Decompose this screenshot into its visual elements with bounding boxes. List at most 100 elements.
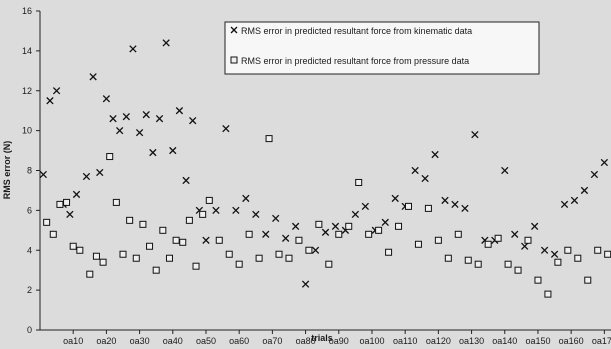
- data-point-kinematic: [381, 218, 389, 226]
- y-tick-label: 6: [27, 205, 32, 215]
- data-point-kinematic: [162, 39, 170, 47]
- y-tick-label: 12: [22, 86, 32, 96]
- y-tick-label: 8: [27, 166, 32, 176]
- data-point-kinematic: [102, 95, 111, 103]
- series-kinematic: [39, 39, 609, 288]
- data-point-kinematic: [169, 146, 177, 155]
- legend-label-pressure: RMS error in predicted resultant force f…: [241, 56, 469, 66]
- x-tick-label: oa90: [329, 336, 349, 344]
- y-tick-label: 16: [22, 6, 32, 16]
- data-point-pressure: [245, 230, 253, 238]
- data-point-kinematic: [222, 124, 230, 133]
- data-point-kinematic: [431, 150, 439, 159]
- x-tick-label: oa70: [262, 336, 282, 344]
- legend-box: [224, 21, 540, 75]
- data-point-pressure: [225, 250, 233, 258]
- data-point-kinematic: [142, 111, 150, 119]
- data-point-kinematic: [331, 222, 340, 230]
- data-point-pressure: [325, 260, 333, 268]
- data-point-pressure: [159, 226, 167, 234]
- data-point-pressure: [56, 200, 64, 208]
- data-point-pressure: [395, 222, 403, 230]
- y-tick-label: 10: [22, 126, 32, 136]
- data-point-pressure: [63, 198, 71, 206]
- data-point-pressure: [152, 266, 160, 274]
- data-point-kinematic: [272, 214, 280, 223]
- data-point-pressure: [544, 290, 552, 298]
- data-point-kinematic: [116, 126, 124, 135]
- data-point-kinematic: [540, 246, 549, 254]
- x-ticks: oa10 oa20 oa30 oa40 oa50 oa60 oa70 oa80 oa90 oa10…: [63, 330, 611, 346]
- x-tick-label: oa140: [492, 336, 517, 344]
- y-axis-title: RMS error (N): [2, 141, 12, 200]
- data-point-pressure: [92, 252, 100, 260]
- x-tick-label: oa160: [559, 336, 584, 344]
- data-point-pressure: [564, 246, 572, 254]
- data-point-kinematic: [135, 128, 144, 137]
- data-point-pressure: [139, 220, 147, 228]
- data-point-kinematic: [52, 87, 61, 95]
- x-tick-label: oa120: [426, 336, 451, 344]
- x-tick-label: oa50: [196, 336, 216, 344]
- data-point-kinematic: [471, 130, 479, 139]
- data-point-kinematic: [89, 73, 97, 81]
- x-tick-label: oa40: [163, 336, 183, 344]
- data-point-pressure: [554, 258, 562, 266]
- data-point-pressure: [205, 196, 213, 204]
- data-point-pressure: [172, 236, 180, 244]
- x-tick-label: oa100: [359, 336, 384, 344]
- data-point-kinematic: [441, 196, 449, 205]
- data-point-pressure: [69, 242, 77, 250]
- data-point-kinematic: [96, 168, 104, 177]
- data-point-pressure: [235, 260, 243, 268]
- x-axis-title: trials: [311, 333, 333, 343]
- data-point-kinematic: [262, 230, 270, 238]
- x-tick-label: oa60: [229, 336, 249, 344]
- data-point-kinematic: [149, 148, 157, 157]
- data-point-pressure: [86, 270, 94, 278]
- x-tick-label: oa30: [130, 336, 150, 344]
- data-point-pressure: [215, 236, 223, 244]
- data-point-pressure: [275, 250, 283, 258]
- x-tick-label: oa20: [96, 336, 116, 344]
- data-point-kinematic: [351, 210, 360, 219]
- data-point-pressure: [146, 242, 154, 250]
- data-point-kinematic: [570, 196, 579, 205]
- data-point-kinematic: [411, 166, 419, 175]
- data-point-pressure: [126, 216, 134, 224]
- y-tick-label: 0: [27, 325, 32, 335]
- series-pressure: [43, 135, 611, 298]
- data-point-pressure: [315, 220, 323, 228]
- data-point-kinematic: [189, 116, 197, 125]
- legend-label-kinematic: RMS error in predicted resultant force f…: [241, 26, 472, 36]
- data-point-pressure: [464, 256, 472, 264]
- data-point-pressure: [434, 236, 442, 244]
- data-point-kinematic: [311, 246, 320, 254]
- data-point-kinematic: [232, 206, 240, 215]
- data-point-pressure: [199, 210, 207, 218]
- data-point-kinematic: [291, 222, 300, 230]
- legend-marker-square: [230, 56, 238, 64]
- data-point-kinematic: [301, 280, 310, 288]
- data-point-pressure: [385, 248, 393, 256]
- data-point-kinematic: [252, 210, 260, 219]
- data-point-pressure: [106, 153, 114, 161]
- data-point-pressure: [414, 240, 422, 248]
- x-tick-label: oa10: [63, 336, 83, 344]
- data-point-pressure: [295, 236, 303, 244]
- data-point-kinematic: [361, 202, 369, 211]
- data-point-kinematic: [202, 236, 210, 244]
- data-point-pressure: [404, 202, 412, 210]
- data-point-pressure: [305, 246, 313, 254]
- x-tick-label: oa80: [296, 336, 316, 344]
- data-point-pressure: [335, 230, 343, 238]
- data-point-kinematic: [501, 166, 509, 175]
- data-point-kinematic: [521, 242, 529, 250]
- y-tick-label: 2: [27, 285, 32, 295]
- data-point-kinematic: [511, 230, 519, 238]
- data-point-kinematic: [451, 200, 459, 209]
- data-point-pressure: [179, 238, 187, 246]
- data-point-kinematic: [109, 115, 117, 123]
